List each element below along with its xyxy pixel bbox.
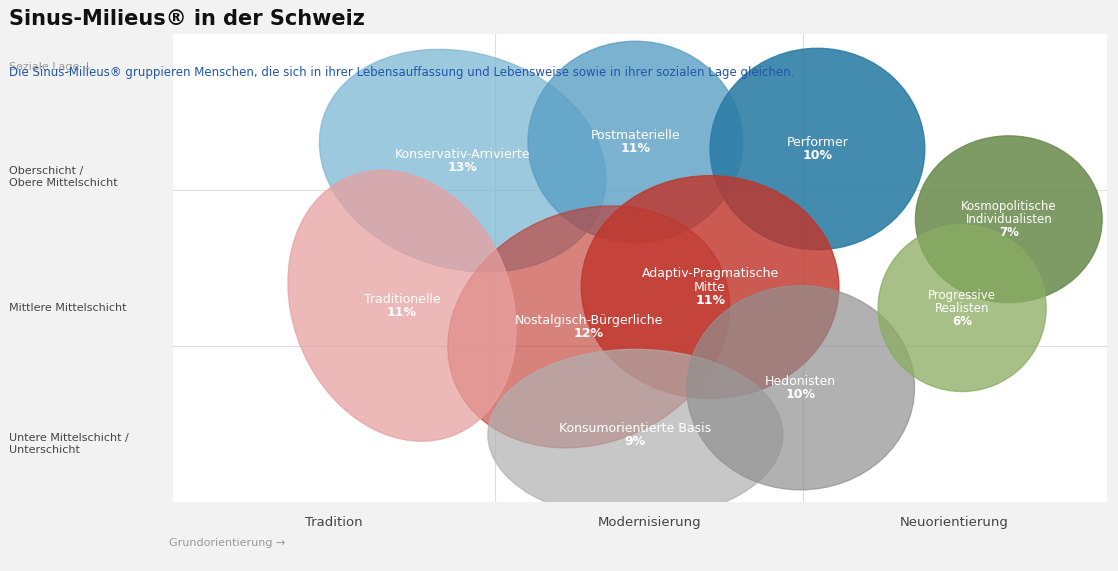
Text: Postmaterielle: Postmaterielle <box>590 129 680 142</box>
Text: Realisten: Realisten <box>935 301 989 315</box>
Text: 10%: 10% <box>803 149 833 162</box>
Text: 6%: 6% <box>953 315 973 328</box>
Text: Individualisten: Individualisten <box>966 213 1052 226</box>
Ellipse shape <box>487 349 783 520</box>
Text: Adaptiv-Pragmatische: Adaptiv-Pragmatische <box>642 267 779 280</box>
Ellipse shape <box>288 171 517 441</box>
Text: Konservativ-Arrivierte: Konservativ-Arrivierte <box>395 148 530 160</box>
Ellipse shape <box>320 49 606 272</box>
Ellipse shape <box>878 225 1046 392</box>
Text: Mitte: Mitte <box>694 280 726 293</box>
Text: Soziale Lage ↓: Soziale Lage ↓ <box>9 62 92 73</box>
Text: 9%: 9% <box>625 435 646 448</box>
Ellipse shape <box>710 49 925 250</box>
Ellipse shape <box>916 136 1102 303</box>
Text: 11%: 11% <box>620 142 651 155</box>
Text: Untere Mittelschicht /
Unterschicht: Untere Mittelschicht / Unterschicht <box>9 433 129 455</box>
Text: Traditionelle: Traditionelle <box>363 293 440 306</box>
Text: 10%: 10% <box>786 388 816 401</box>
Text: 13%: 13% <box>447 160 477 174</box>
Ellipse shape <box>581 176 838 399</box>
Text: Sinus-Milieus® in der Schweiz: Sinus-Milieus® in der Schweiz <box>9 9 364 29</box>
Ellipse shape <box>448 206 730 448</box>
Ellipse shape <box>686 286 915 490</box>
Text: Performer: Performer <box>786 136 849 149</box>
Text: Konsumorientierte Basis: Konsumorientierte Basis <box>559 421 711 435</box>
Text: 11%: 11% <box>387 306 417 319</box>
Text: Grundorientierung →: Grundorientierung → <box>169 538 285 548</box>
Text: Progressive: Progressive <box>928 288 996 301</box>
Text: 11%: 11% <box>695 293 726 307</box>
Ellipse shape <box>528 41 742 243</box>
Text: Mittlere Mittelschicht: Mittlere Mittelschicht <box>9 303 126 313</box>
Text: 7%: 7% <box>998 226 1018 239</box>
Text: Hedonisten: Hedonisten <box>765 375 836 388</box>
Text: Nostalgisch-Bürgerliche: Nostalgisch-Bürgerliche <box>514 314 663 327</box>
Text: Kosmopolitische: Kosmopolitische <box>961 200 1057 212</box>
Text: Oberschicht /
Obere Mittelschicht: Oberschicht / Obere Mittelschicht <box>9 166 117 188</box>
Text: Die Sinus-Milieus® gruppieren Menschen, die sich in ihrer Lebensauffassung und L: Die Sinus-Milieus® gruppieren Menschen, … <box>9 66 794 79</box>
Text: 12%: 12% <box>574 327 604 340</box>
